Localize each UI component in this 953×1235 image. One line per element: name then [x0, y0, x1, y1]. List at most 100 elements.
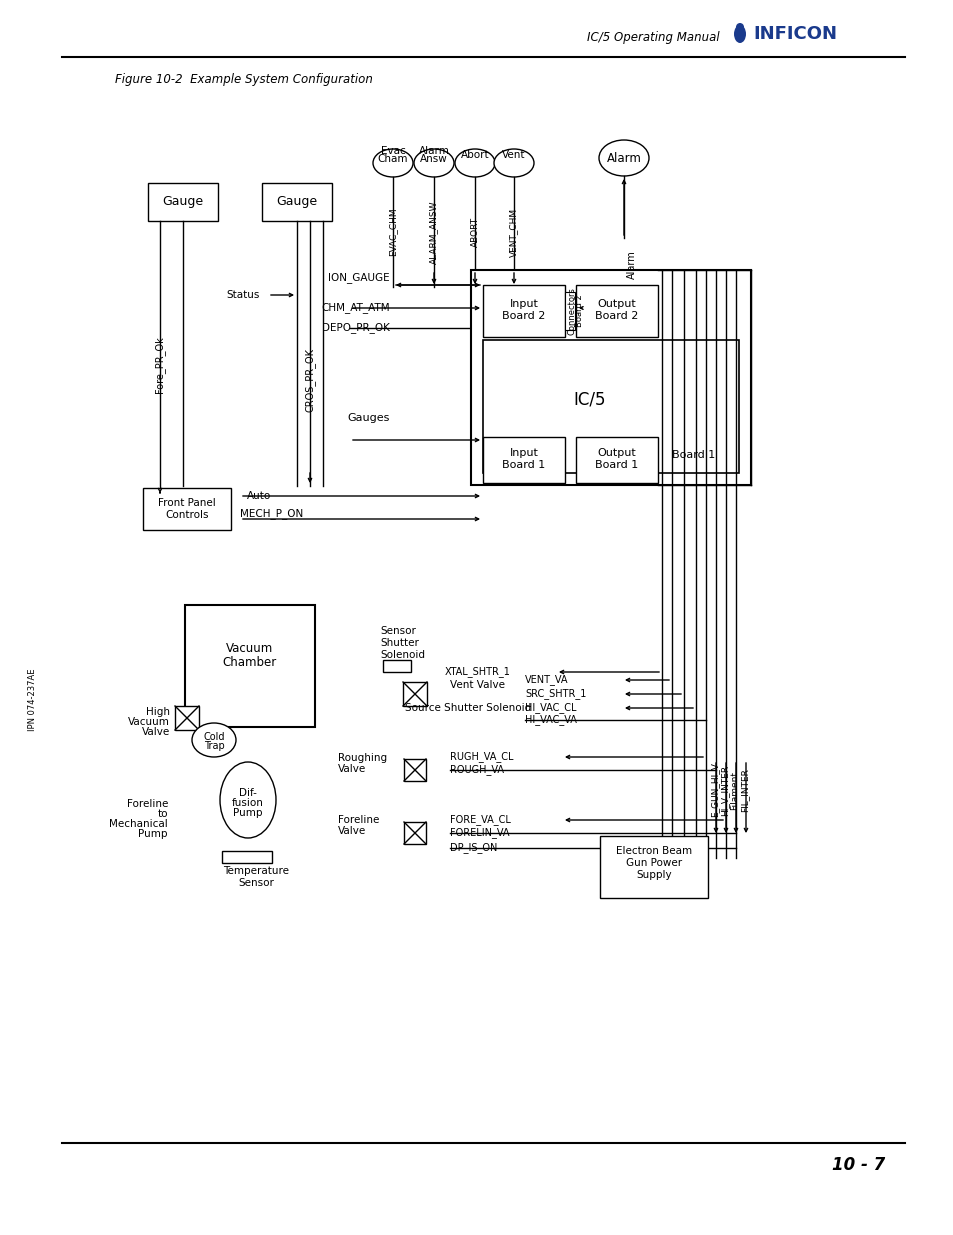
Text: Cold: Cold [203, 732, 225, 742]
Text: RUGH_VA_CL: RUGH_VA_CL [450, 752, 513, 762]
Text: HI_VAC_VA: HI_VAC_VA [524, 715, 577, 725]
Text: Auto: Auto [247, 492, 271, 501]
Bar [262, 183, 332, 221]
Text: HI_V_INTER: HI_V_INTER [720, 764, 729, 815]
Text: Connectors: Connectors [567, 287, 576, 335]
Text: DEPO_PR_OK: DEPO_PR_OK [322, 322, 390, 333]
Text: MECH_P_ON: MECH_P_ON [240, 509, 303, 520]
Ellipse shape [735, 23, 743, 31]
Text: Front Panel: Front Panel [158, 498, 215, 508]
Text: Output: Output [597, 448, 636, 458]
Ellipse shape [373, 149, 413, 177]
Text: FORE_VA_CL: FORE_VA_CL [450, 815, 511, 825]
Text: Figure 10-2  Example System Configuration: Figure 10-2 Example System Configuration [115, 74, 373, 86]
Text: Vent Valve: Vent Valve [450, 680, 504, 690]
Bar [402, 682, 427, 706]
Text: ION_GAUGE: ION_GAUGE [328, 273, 390, 284]
Text: VENT_CHM: VENT_CHM [509, 207, 518, 257]
Text: Chamber: Chamber [223, 656, 276, 668]
Bar [403, 823, 426, 844]
Text: XTAL_SHTR_1: XTAL_SHTR_1 [444, 667, 511, 678]
Text: Mechanical: Mechanical [110, 819, 168, 829]
Ellipse shape [494, 149, 534, 177]
Text: Filament: Filament [730, 771, 739, 809]
Text: Gauge: Gauge [162, 195, 203, 209]
Bar [143, 488, 231, 530]
Text: Alarm: Alarm [626, 251, 637, 279]
Text: FIL_INTER: FIL_INTER [740, 768, 749, 811]
Text: Cham: Cham [377, 154, 408, 164]
Text: Board 1: Board 1 [595, 459, 638, 471]
Text: INFICON: INFICON [752, 25, 836, 43]
Text: ALARM_ANSW: ALARM_ANSW [429, 200, 438, 264]
Bar [576, 437, 658, 483]
Text: Alarm: Alarm [418, 146, 449, 156]
Bar [471, 270, 750, 485]
Text: Foreline: Foreline [337, 815, 379, 825]
Ellipse shape [192, 722, 235, 757]
Ellipse shape [414, 149, 454, 177]
Text: Gauge: Gauge [276, 195, 317, 209]
Ellipse shape [455, 149, 495, 177]
Text: to: to [157, 809, 168, 819]
Bar [185, 605, 314, 727]
Text: 10 - 7: 10 - 7 [831, 1156, 884, 1174]
Text: Board 1: Board 1 [502, 459, 545, 471]
Text: Evac: Evac [380, 146, 405, 156]
Bar [482, 340, 739, 473]
Text: Abort: Abort [460, 149, 489, 161]
Text: Dif-: Dif- [239, 788, 256, 798]
Bar [599, 836, 707, 898]
Text: CROS_PR_OK: CROS_PR_OK [304, 348, 315, 412]
Bar [564, 291, 575, 330]
Text: E_GUN_HI_V: E_GUN_HI_V [710, 762, 719, 818]
Text: Fore_PR_Ok: Fore_PR_Ok [154, 337, 165, 394]
Text: Valve: Valve [337, 826, 366, 836]
Text: Controls: Controls [165, 510, 209, 520]
Ellipse shape [733, 25, 745, 43]
Text: Input: Input [509, 448, 537, 458]
Text: Temperature: Temperature [223, 866, 289, 876]
Text: Vacuum: Vacuum [128, 718, 170, 727]
Text: Board 1: Board 1 [671, 450, 715, 459]
Text: Input: Input [509, 299, 537, 309]
Text: Solenoid: Solenoid [379, 650, 424, 659]
Text: ROUGH_VA: ROUGH_VA [450, 764, 503, 776]
Text: DP_IS_ON: DP_IS_ON [450, 842, 497, 853]
Bar [482, 285, 564, 337]
Text: Source Shutter Solenoid: Source Shutter Solenoid [405, 703, 531, 713]
Bar [482, 437, 564, 483]
Ellipse shape [220, 762, 275, 839]
Text: Sensor: Sensor [379, 626, 416, 636]
Text: IPN 074-237AE: IPN 074-237AE [28, 668, 36, 731]
Text: Status: Status [226, 290, 259, 300]
Text: fusion: fusion [232, 798, 264, 808]
Text: CHM_AT_ATM: CHM_AT_ATM [321, 303, 390, 314]
Text: Pump: Pump [233, 808, 262, 818]
Text: ABORT: ABORT [470, 217, 479, 247]
Ellipse shape [598, 140, 648, 177]
Text: Gauges: Gauges [347, 412, 390, 424]
Text: Sensor: Sensor [238, 878, 274, 888]
Text: SRC_SHTR_1: SRC_SHTR_1 [524, 689, 586, 699]
Text: Foreline: Foreline [127, 799, 168, 809]
Bar [222, 851, 272, 863]
Text: Vent: Vent [501, 149, 525, 161]
Bar [382, 659, 411, 672]
Text: IC/5 Operating Manual: IC/5 Operating Manual [587, 32, 720, 44]
Text: FORELIN_VA: FORELIN_VA [450, 827, 509, 839]
Text: Electron Beam: Electron Beam [616, 846, 691, 856]
Text: VENT_VA: VENT_VA [524, 674, 568, 685]
Text: Pump: Pump [138, 829, 168, 839]
Bar [403, 760, 426, 781]
Bar [148, 183, 218, 221]
Text: HI_VAC_CL: HI_VAC_CL [524, 703, 576, 714]
Bar [576, 285, 658, 337]
Text: Vacuum: Vacuum [226, 641, 274, 655]
Text: EVAC_CHM: EVAC_CHM [388, 207, 397, 257]
Text: Gun Power: Gun Power [625, 858, 681, 868]
Text: Valve: Valve [337, 764, 366, 774]
Text: High: High [146, 706, 170, 718]
Text: IC/5: IC/5 [573, 391, 605, 409]
Text: Supply: Supply [636, 869, 671, 881]
